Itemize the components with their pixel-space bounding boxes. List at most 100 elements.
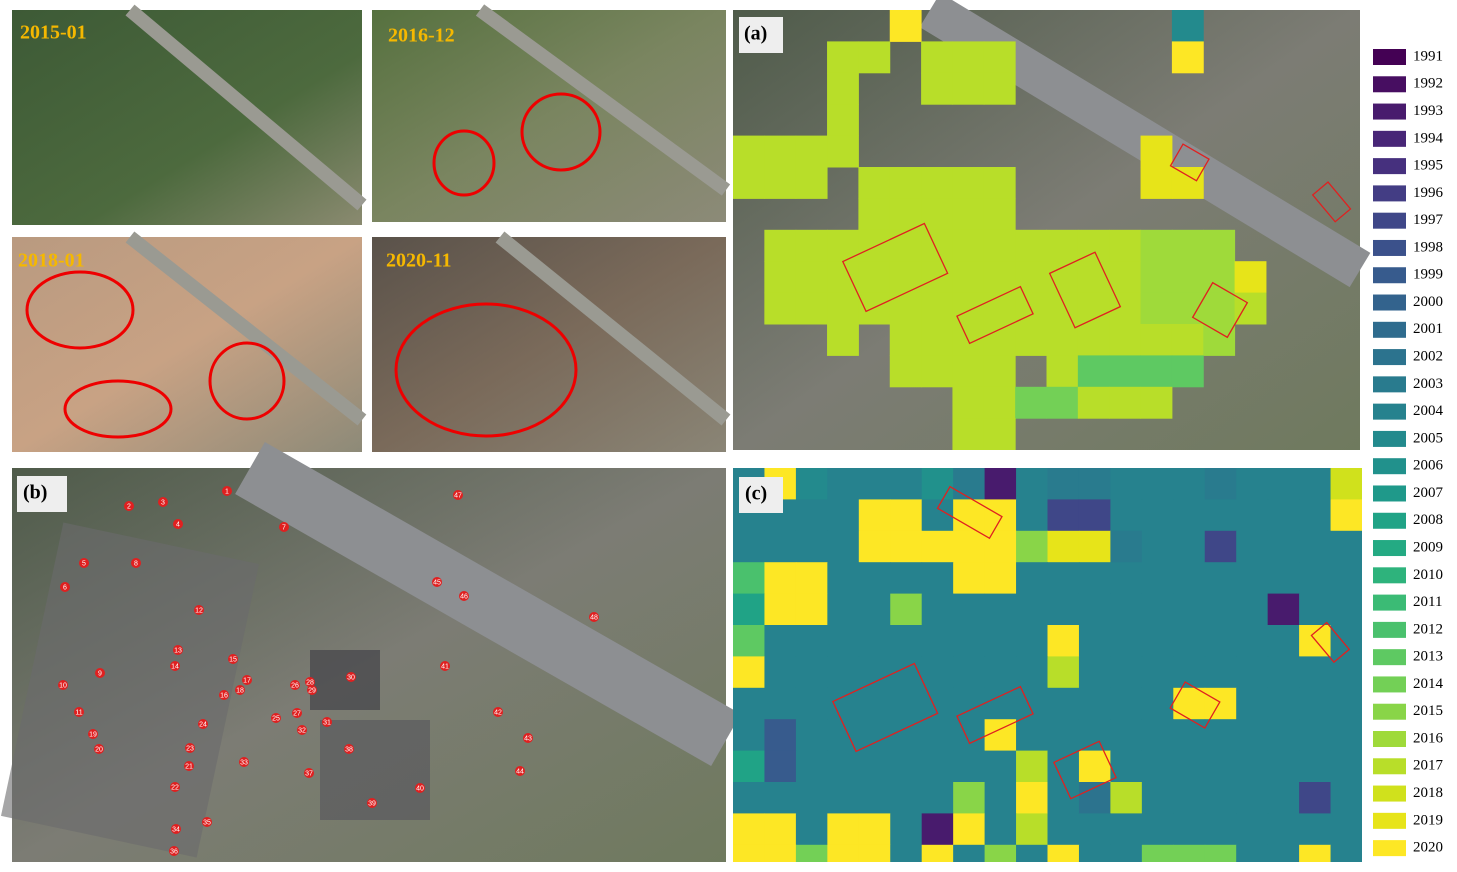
grid-cell (1110, 719, 1143, 752)
grid-cell (1140, 324, 1173, 356)
grid-cell (1141, 844, 1174, 862)
grid-cell (953, 562, 986, 595)
grid-cell (984, 656, 1017, 689)
grid-cell (953, 656, 986, 689)
marker-dot (304, 768, 314, 778)
grid-cell (890, 782, 923, 814)
marker-dot (169, 846, 179, 856)
grid-cell (1204, 844, 1237, 862)
grid-cell (1109, 386, 1142, 419)
grid-cell (984, 468, 1017, 500)
grid-cell (1236, 530, 1269, 563)
grid-cell (1077, 324, 1110, 356)
marker-dot (171, 824, 181, 834)
grid-cell (1016, 813, 1048, 846)
legend-swatch (1373, 621, 1406, 638)
grid-cell (1204, 813, 1237, 846)
marker-dot (346, 672, 356, 682)
photo-date: 2020-11 (386, 250, 452, 272)
grid-cell (1141, 593, 1174, 626)
grid-cell (952, 72, 985, 105)
grid-cell (1204, 750, 1237, 783)
legend-swatch (1373, 485, 1406, 502)
legend-label: 2004 (1413, 403, 1444, 419)
legend-swatch (1373, 349, 1406, 366)
marker-label: 9 (98, 670, 102, 677)
marker-label: 46 (460, 593, 468, 600)
grid-cell (1109, 324, 1142, 356)
grid-cell (1204, 719, 1237, 752)
grid-cell (827, 844, 860, 862)
grid-cell (953, 719, 986, 752)
grid-cell (1016, 844, 1048, 862)
marker-label: 4 (176, 521, 180, 528)
panel-a: (a) (733, 0, 1371, 450)
legend-swatch (1373, 812, 1406, 829)
grid-cell (1330, 562, 1362, 595)
marker-dot (367, 798, 377, 808)
grid-cell (983, 72, 1016, 105)
marker-dot (322, 717, 332, 727)
grid-cell (1173, 468, 1206, 500)
grid-cell (764, 625, 797, 657)
grid-cell (1299, 562, 1332, 595)
grid-cell (1016, 625, 1048, 657)
grid-cell (827, 687, 860, 720)
grid-cell (983, 41, 1016, 74)
grid-cell (1110, 562, 1143, 595)
grid-cell (952, 418, 985, 450)
marker-dot (194, 605, 204, 615)
grid-cell (858, 593, 891, 626)
grid-cell (953, 782, 986, 814)
grid-cell (795, 750, 828, 783)
grid-cell (890, 719, 923, 752)
legend-label: 2010 (1413, 567, 1443, 583)
legend-swatch (1373, 676, 1406, 693)
marker-label: 29 (308, 687, 316, 694)
grid-cell (1109, 229, 1142, 262)
grid-cell (1110, 782, 1143, 814)
grid-cell (1236, 562, 1269, 595)
grid-cell (1109, 292, 1142, 325)
grid-cell (827, 135, 859, 168)
marker-label: 14 (171, 663, 179, 670)
grid-cell (1047, 593, 1080, 626)
grid-cell (890, 593, 923, 626)
grid-cell (733, 593, 765, 626)
grid-cell (1078, 530, 1111, 563)
grid-cell (827, 41, 859, 74)
grid-cell (1110, 844, 1143, 862)
marker-dot (124, 501, 134, 511)
grid-cell (952, 167, 985, 199)
marker-dot (415, 783, 425, 793)
legend-swatch (1373, 212, 1406, 229)
grid-cell (953, 468, 986, 500)
grid-cell (889, 10, 922, 42)
grid-cell (827, 324, 859, 356)
grid-cell (1173, 530, 1206, 563)
grid-cell (733, 782, 765, 814)
grid-cell (983, 261, 1016, 294)
grid-cell (1140, 261, 1173, 294)
grid-cell (1046, 229, 1079, 262)
grid-cell (1046, 355, 1079, 388)
grid-cell (1141, 468, 1174, 500)
grid-cell (1078, 813, 1111, 846)
grid-cell (858, 229, 891, 262)
grid-cell (1171, 324, 1204, 356)
grid-cell (1171, 229, 1204, 262)
building-outlines (841, 143, 1352, 345)
grid-cell (1047, 719, 1080, 752)
grid-cell (1109, 261, 1142, 294)
grid-cell (858, 261, 891, 294)
grid-cell (984, 562, 1017, 595)
grid-cell (1141, 530, 1174, 563)
marker-dot (88, 729, 98, 739)
grid-cell (921, 229, 953, 262)
grid-cell (921, 72, 953, 105)
grid-cell (921, 324, 953, 356)
grid-cell (984, 813, 1017, 846)
marker-label: 35 (203, 819, 211, 826)
grid-cell (1110, 687, 1143, 720)
marker-dot (170, 661, 180, 671)
